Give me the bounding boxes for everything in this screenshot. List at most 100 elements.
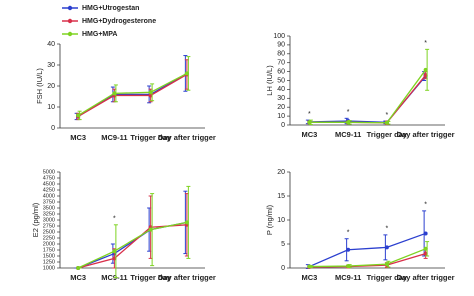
y-tick-label: 5000	[43, 169, 55, 175]
x-tick-label: MC3	[70, 133, 86, 142]
y-axis-label: P (ng/ml)	[265, 204, 274, 235]
y-axis-label: LH (IU/L)	[265, 65, 274, 96]
y-tick-label: 3750	[43, 199, 55, 205]
y-tick-label: 2250	[43, 235, 55, 241]
x-tick-label: MC3	[70, 273, 86, 282]
y-tick-label: 60	[277, 68, 285, 75]
x-tick-label: Day after trigger	[158, 273, 216, 282]
significance-mark: *	[386, 112, 389, 119]
y-tick-label: 0	[281, 265, 285, 272]
y-tick-label: 40	[47, 41, 55, 48]
series-line	[309, 74, 427, 124]
y-axis-label: FSH (IU/L)	[35, 68, 44, 104]
x-tick-label: MC9-11	[101, 133, 127, 142]
data-point	[346, 120, 351, 125]
data-point	[148, 90, 153, 95]
series-line	[77, 221, 188, 269]
y-tick-label: 30	[47, 62, 55, 69]
x-tick-label: Day after trigger	[397, 273, 455, 282]
y-tick-label: 10	[47, 104, 55, 111]
legend-label: HMG+Dydrogesterone	[82, 18, 156, 25]
series-line	[309, 248, 426, 268]
x-tick-label: Trigger day	[367, 273, 408, 282]
series-line	[77, 72, 188, 116]
data-point	[307, 120, 312, 125]
y-tick-label: 2750	[43, 223, 55, 229]
y-tick-label: 80	[277, 51, 285, 58]
y-tick-label: 1500	[43, 253, 55, 259]
y-tick-label: 90	[277, 42, 285, 49]
legend-marker	[67, 31, 73, 37]
data-point	[184, 220, 189, 225]
y-tick-label: 4500	[43, 181, 55, 187]
data-point	[148, 227, 153, 232]
y-tick-label: 4750	[43, 175, 55, 181]
series-line	[77, 73, 188, 118]
y-tick-label: 3000	[43, 217, 55, 223]
y-tick-label: 40	[277, 86, 285, 93]
y-tick-label: 2500	[43, 229, 55, 235]
significance-mark: *	[113, 216, 116, 223]
y-tick-label: 5	[281, 241, 285, 248]
y-tick-label: 20	[47, 83, 55, 90]
x-tick-label: MC9-11	[335, 273, 361, 282]
y-tick-label: 0	[281, 122, 285, 129]
y-tick-label: 1250	[43, 259, 55, 265]
y-tick-label: 10	[277, 113, 285, 120]
y-tick-label: 0	[51, 125, 55, 132]
data-point	[307, 264, 312, 269]
data-point	[346, 247, 351, 252]
y-tick-label: 1750	[43, 247, 55, 253]
data-point	[384, 120, 389, 125]
y-axis-label: E2 (pg/ml)	[31, 202, 40, 237]
x-tick-label: MC9-11	[335, 130, 361, 139]
y-tick-label: 1000	[43, 265, 55, 271]
series-line	[77, 221, 188, 269]
x-tick-label: Trigger day	[130, 273, 171, 282]
y-tick-label: 10	[277, 217, 285, 224]
x-tick-label: MC3	[301, 273, 317, 282]
x-tick-label: Trigger day	[367, 130, 408, 139]
significance-mark: *	[424, 40, 427, 47]
x-tick-label: MC3	[301, 130, 317, 139]
series-line	[309, 75, 427, 123]
legend-label: HMG+Utrogestan	[82, 5, 139, 12]
y-tick-label: 100	[273, 33, 285, 40]
legend-label: HMG+MPA	[82, 31, 117, 38]
y-tick-label: 20	[277, 104, 285, 111]
significance-mark: *	[424, 202, 427, 209]
significance-mark: *	[386, 226, 389, 233]
data-point	[112, 249, 117, 254]
y-tick-label: 15	[277, 193, 285, 200]
significance-mark: *	[308, 111, 311, 118]
y-tick-label: 30	[277, 95, 285, 102]
x-tick-label: Day after trigger	[397, 130, 455, 139]
y-tick-label: 2000	[43, 241, 55, 247]
data-point	[76, 113, 81, 118]
data-point	[76, 266, 81, 270]
y-tick-label: 3500	[43, 205, 55, 211]
significance-mark: *	[347, 109, 350, 116]
y-tick-label: 4250	[43, 187, 55, 193]
data-point	[384, 262, 389, 267]
y-tick-label: 4000	[43, 193, 55, 199]
series-line	[309, 232, 426, 268]
data-point	[346, 264, 351, 269]
y-tick-label: 70	[277, 60, 285, 67]
series-line	[309, 69, 427, 124]
legend-marker	[67, 18, 73, 24]
significance-mark: *	[347, 230, 350, 237]
x-tick-label: Day after trigger	[158, 133, 216, 142]
data-point	[423, 246, 428, 251]
y-tick-label: 3250	[43, 211, 55, 217]
x-tick-label: Trigger day	[130, 133, 171, 142]
data-point	[184, 71, 189, 76]
legend-marker	[67, 5, 73, 11]
y-tick-label: 50	[277, 77, 285, 84]
data-point	[423, 67, 428, 72]
data-point	[423, 231, 428, 236]
data-point	[112, 91, 117, 96]
data-point	[384, 245, 389, 250]
y-tick-label: 20	[277, 169, 285, 176]
